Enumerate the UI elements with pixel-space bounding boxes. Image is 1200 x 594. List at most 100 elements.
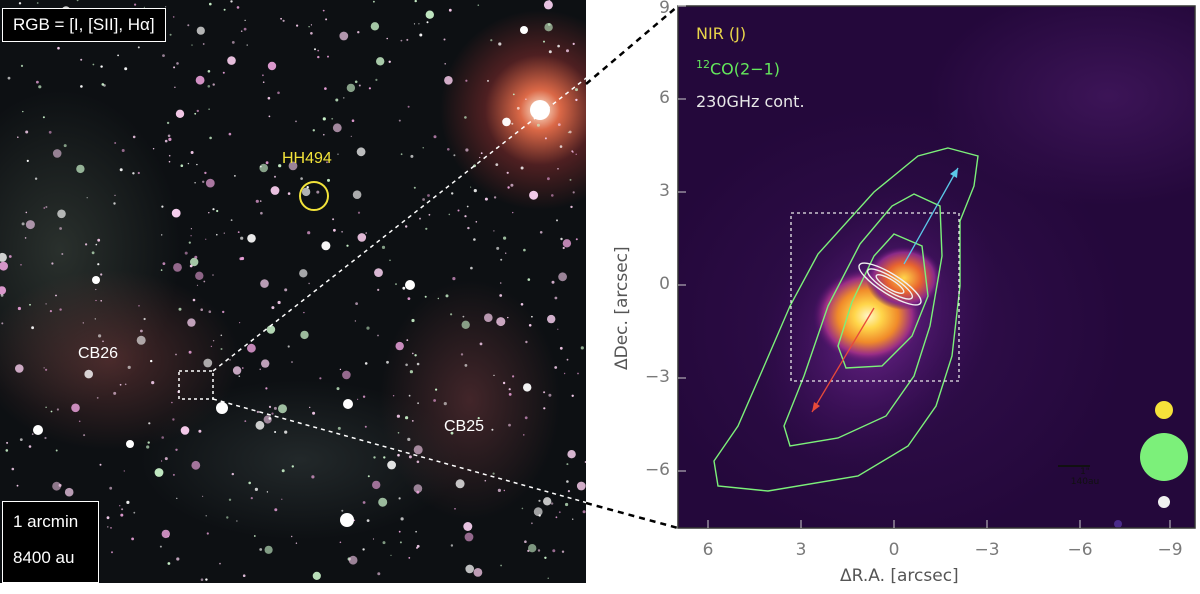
star bbox=[196, 26, 205, 35]
star bbox=[25, 211, 28, 214]
star bbox=[121, 508, 124, 511]
star bbox=[99, 463, 102, 466]
star bbox=[45, 303, 47, 305]
star bbox=[176, 497, 178, 499]
star bbox=[194, 112, 197, 115]
star bbox=[0, 261, 8, 271]
star bbox=[188, 350, 192, 354]
star bbox=[146, 445, 150, 449]
star bbox=[524, 540, 527, 543]
star bbox=[18, 2, 22, 5]
star bbox=[208, 310, 212, 314]
star bbox=[49, 310, 53, 313]
star bbox=[207, 85, 211, 88]
star bbox=[113, 391, 117, 395]
star bbox=[126, 500, 130, 504]
star bbox=[190, 235, 192, 237]
star bbox=[61, 253, 64, 255]
star bbox=[167, 562, 171, 565]
star bbox=[55, 449, 58, 452]
star bbox=[42, 116, 45, 119]
star bbox=[57, 209, 66, 219]
ytick-m3: −3 bbox=[644, 367, 670, 387]
star bbox=[52, 481, 61, 491]
star bbox=[151, 381, 155, 385]
star bbox=[148, 422, 151, 425]
star bbox=[172, 473, 175, 476]
star bbox=[17, 136, 19, 138]
star bbox=[210, 345, 213, 348]
star bbox=[547, 577, 549, 579]
star bbox=[202, 180, 205, 183]
star bbox=[113, 202, 116, 205]
star bbox=[84, 369, 93, 379]
star bbox=[377, 572, 381, 576]
star bbox=[200, 308, 203, 312]
bright-star bbox=[33, 425, 43, 435]
star bbox=[174, 86, 176, 89]
star bbox=[544, 556, 547, 559]
star bbox=[168, 160, 171, 163]
star bbox=[58, 483, 62, 487]
star bbox=[132, 172, 135, 175]
star bbox=[109, 486, 113, 490]
star bbox=[208, 108, 210, 110]
star bbox=[253, 535, 256, 537]
star bbox=[154, 468, 164, 477]
star bbox=[63, 144, 67, 148]
star bbox=[195, 75, 205, 85]
star bbox=[44, 436, 47, 440]
star bbox=[523, 383, 532, 392]
star bbox=[76, 164, 85, 174]
star bbox=[180, 426, 190, 435]
star bbox=[312, 571, 321, 581]
bright-star bbox=[92, 276, 100, 284]
star bbox=[187, 318, 196, 327]
star bbox=[96, 397, 99, 399]
star bbox=[192, 298, 196, 302]
star bbox=[80, 58, 83, 61]
scale-au: 8400 au bbox=[13, 548, 75, 567]
star bbox=[28, 445, 32, 448]
star bbox=[124, 383, 127, 386]
star bbox=[207, 70, 211, 73]
star bbox=[55, 294, 57, 297]
star bbox=[45, 368, 48, 371]
star bbox=[17, 306, 21, 311]
star bbox=[543, 391, 546, 394]
star bbox=[408, 557, 411, 559]
star bbox=[124, 67, 128, 71]
star bbox=[147, 441, 150, 444]
star bbox=[56, 408, 60, 411]
star bbox=[178, 307, 182, 311]
star bbox=[209, 2, 212, 6]
star bbox=[100, 300, 102, 302]
star bbox=[110, 527, 112, 529]
star bbox=[373, 0, 375, 3]
star bbox=[83, 434, 86, 437]
star bbox=[45, 206, 48, 208]
star bbox=[390, 554, 392, 557]
zoom-plot bbox=[678, 6, 1195, 528]
star bbox=[119, 168, 123, 172]
star bbox=[175, 109, 185, 119]
star bbox=[450, 544, 454, 547]
y-axis-label: ΔDec. [arcsec] bbox=[612, 246, 632, 370]
star bbox=[342, 370, 351, 380]
star bbox=[31, 326, 34, 330]
star bbox=[143, 317, 146, 321]
connector-line-bottom-outer bbox=[585, 501, 679, 530]
optical-image-panel: RGB = [I, [SII], Hα] 1 arcmin 8400 au HH… bbox=[0, 0, 586, 583]
star bbox=[76, 0, 79, 2]
star bbox=[561, 550, 565, 553]
scale-arcmin: 1 arcmin bbox=[13, 512, 79, 531]
scalebar-top: 1" bbox=[1080, 467, 1090, 477]
star bbox=[161, 234, 163, 236]
star bbox=[51, 262, 54, 265]
star bbox=[196, 284, 199, 286]
star bbox=[20, 264, 22, 266]
star bbox=[230, 0, 233, 3]
star bbox=[92, 63, 95, 66]
star bbox=[176, 62, 179, 65]
star bbox=[95, 243, 98, 246]
